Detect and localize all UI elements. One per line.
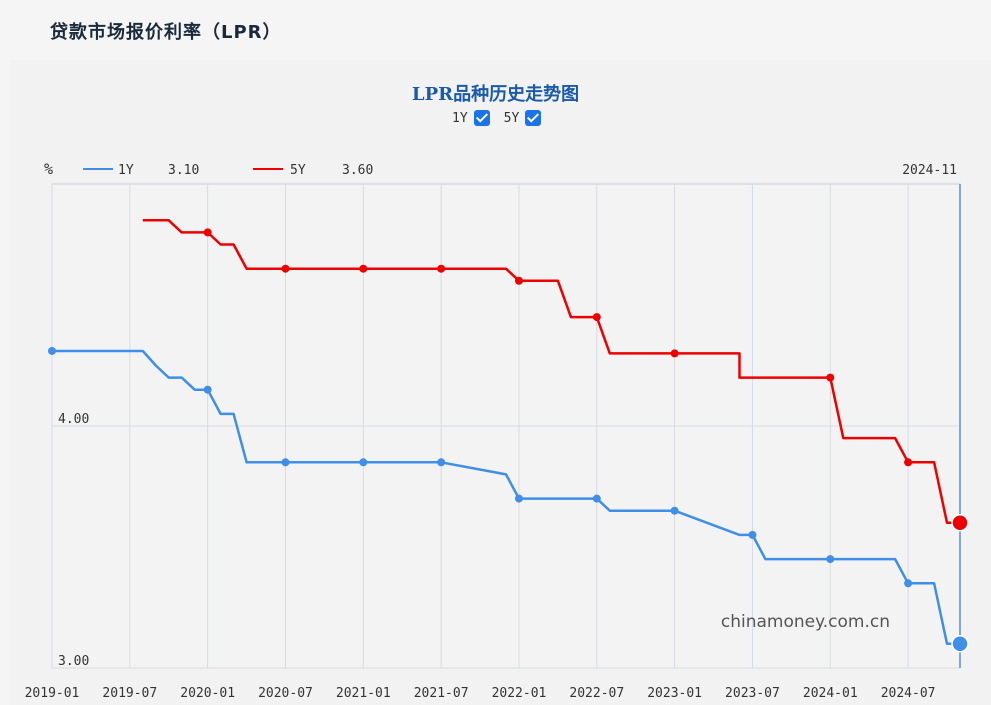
data-point-1y[interactable] [904, 579, 913, 588]
data-point-1y[interactable] [592, 494, 601, 503]
toggle-1y-label: 1Y [452, 110, 468, 126]
series-toggles: 1Y 5Y [452, 110, 549, 126]
legend-name-5y: 5Y [290, 163, 306, 178]
data-point-5y[interactable] [514, 276, 523, 285]
y-tick-label: 4.00 [58, 412, 89, 427]
x-tick-label: 2023-07 [725, 686, 780, 701]
data-point-5y[interactable] [359, 264, 368, 273]
data-point-1y[interactable] [951, 635, 969, 653]
legend-value-5y: 3.60 [342, 163, 373, 178]
toggle-5y-checkbox[interactable] [525, 110, 542, 126]
legend-name-1y: 1Y [118, 163, 134, 178]
x-tick-label: 2022-01 [492, 686, 547, 701]
data-point-1y[interactable] [359, 458, 368, 467]
series-line-5y [142, 219, 960, 525]
x-tick-label: 2022-07 [569, 686, 624, 701]
x-tick-label: 2019-01 [25, 686, 80, 701]
data-point-5y[interactable] [203, 228, 212, 237]
data-point-5y[interactable] [904, 458, 913, 467]
x-tick-label: 2021-01 [336, 686, 391, 701]
data-point-5y[interactable] [281, 264, 290, 273]
series-line-1y [52, 349, 960, 646]
x-tick-label: 2024-01 [803, 686, 858, 701]
data-point-1y[interactable] [48, 346, 56, 355]
chart-title: LPR品种历史走势图 [411, 84, 580, 105]
watermark: chinamoney.com.cn [721, 612, 890, 632]
y-axis-label: % [44, 160, 53, 178]
data-point-1y[interactable] [437, 458, 446, 467]
data-point-1y[interactable] [514, 494, 523, 503]
x-tick-label: 2020-07 [258, 686, 313, 701]
x-tick-label: 2021-07 [414, 686, 469, 701]
x-tick-label: 2019-07 [102, 686, 157, 701]
data-point-5y[interactable] [592, 313, 601, 322]
data-point-1y[interactable] [670, 506, 679, 515]
x-tick-label: 2024-07 [881, 686, 936, 701]
page-title: 贷款市场报价利率（LPR） [50, 22, 282, 43]
data-point-1y[interactable] [826, 555, 835, 564]
toggle-5y-label: 5Y [503, 110, 520, 126]
data-point-5y[interactable] [826, 373, 835, 382]
x-tick-label: 2023-01 [647, 686, 702, 701]
y-tick-label: 3.00 [58, 654, 89, 669]
data-point-1y[interactable] [203, 385, 212, 394]
data-point-1y[interactable] [748, 530, 757, 539]
cursor-date-label: 2024-11 [902, 163, 957, 178]
data-point-5y[interactable] [437, 264, 446, 273]
legend-value-1y: 3.10 [168, 163, 199, 178]
x-tick-label: 2020-01 [180, 686, 235, 701]
toggle-1y-checkbox[interactable] [473, 110, 490, 126]
data-point-5y[interactable] [670, 349, 679, 358]
data-point-1y[interactable] [281, 458, 290, 467]
data-point-5y[interactable] [951, 514, 969, 532]
